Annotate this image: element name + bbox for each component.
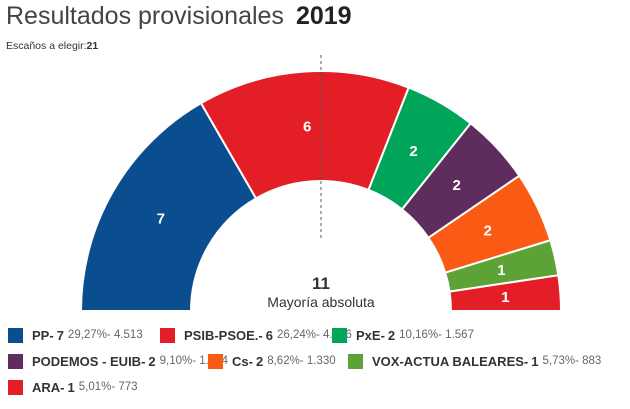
legend-separator: - (141, 353, 146, 369)
legend-item-pp: PP -7 29,27%- 4.513 (8, 327, 160, 343)
legend-separator: - (248, 353, 253, 369)
seat-label-ara: 1 (501, 289, 509, 306)
legend-row: PP -7 29,27%- 4.513 PSIB-PSOE. -6 26,24%- 4.0… (8, 322, 628, 348)
majority-label: Mayoría absoluta (267, 294, 375, 310)
legend-seats: 1 (531, 353, 539, 369)
legend-party-name: PODEMOS - EUIB (32, 353, 142, 369)
legend-separator: - (49, 327, 54, 343)
majority-value: 11 (312, 274, 330, 293)
arc-segment-pp (79, 101, 258, 312)
legend-seats: 2 (148, 353, 156, 369)
legend-stats: 5,01%- 773 (78, 381, 138, 393)
legend-item-cs: Cs -2 8,62%- 1.330 (208, 353, 348, 369)
seat-label-psib-psoe: 6 (303, 119, 311, 136)
legend-seats: 2 (387, 327, 396, 343)
chart-title: Resultados provisionales (6, 2, 284, 30)
legend-separator: - (258, 327, 263, 343)
legend-separator: - (60, 379, 65, 395)
legend-party-name: Cs (232, 353, 249, 369)
legend-seats: 6 (265, 327, 273, 343)
seats-to-elect-label: Escaños a elegir: (6, 40, 87, 52)
legend-separator: - (380, 327, 385, 343)
chart-year: 2019 (295, 2, 352, 30)
legend-seats: 7 (56, 327, 64, 343)
seat-label-podemos-euib: 2 (452, 177, 460, 194)
legend-item-psib-psoe: PSIB-PSOE. -6 26,24%- 4.046 (160, 327, 352, 343)
legend-swatch (160, 327, 175, 343)
legend-item-podemos-euib: PODEMOS - EUIB -2 9,10%- 1.404 (8, 353, 228, 369)
legend-swatch (348, 353, 363, 369)
legend-stats: 10,16%- 1.567 (399, 329, 474, 341)
legend-stats: 29,27%- 4.513 (67, 329, 143, 341)
legend: PP -7 29,27%- 4.513 PSIB-PSOE. -6 26,24%- 4.0… (8, 322, 628, 400)
legend-party-name: VOX-ACTUA BALEARES (372, 353, 524, 369)
legend-stats: 8,62%- 1.330 (267, 355, 336, 367)
seat-label-pxe: 2 (409, 143, 417, 160)
legend-row: ARA -1 5,01%- 773 (8, 374, 628, 400)
legend-item-vox-actua-baleares: VOX-ACTUA BALEARES -1 5,73%- 883 (348, 353, 602, 369)
arc-segment-ara (448, 274, 563, 312)
legend-row: PODEMOS - EUIB -2 9,10%- 1.404 Cs -2 8,62%- 1… (8, 348, 628, 374)
seat-label-vox-actua-baleares: 1 (497, 262, 505, 279)
legend-item-pxe: PxE -2 10,16%- 1.567 (332, 327, 474, 343)
legend-swatch (208, 353, 223, 369)
seats-to-elect-value: 21 (86, 40, 99, 52)
legend-party-name: PP (32, 327, 50, 343)
legend-swatch (8, 379, 23, 395)
chart-title-row: Resultados provisionales 2019 (6, 2, 352, 31)
legend-swatch (8, 327, 23, 343)
legend-party-name: PxE (356, 327, 381, 343)
legend-party-name: ARA (32, 379, 61, 395)
legend-swatch (332, 327, 347, 343)
legend-party-name: PSIB-PSOE. (184, 327, 259, 343)
legend-swatch (8, 353, 23, 369)
legend-seats: 2 (255, 353, 264, 369)
legend-seats: 1 (67, 379, 75, 395)
seats-to-elect: Escaños a elegir:21 (6, 40, 98, 52)
legend-stats: 5,73%- 883 (542, 355, 602, 367)
seat-label-cs: 2 (484, 223, 492, 240)
seat-label-pp: 7 (157, 211, 165, 228)
legend-item-ara: ARA -1 5,01%- 773 (8, 379, 138, 395)
legend-separator: - (523, 353, 529, 369)
